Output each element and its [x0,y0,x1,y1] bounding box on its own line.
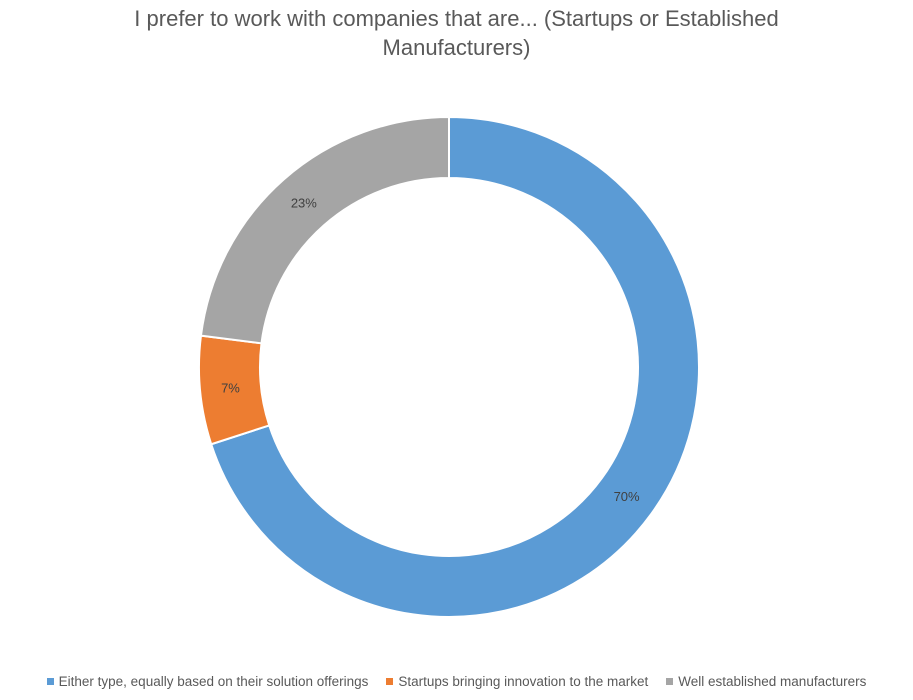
chart-title-line-1: I prefer to work with companies that are… [134,6,779,31]
chart-legend: Either type, equally based on their solu… [0,674,913,689]
legend-item-established: Well established manufacturers [666,674,866,689]
data-label-either-type: 70% [614,489,640,504]
legend-label-either-type: Either type, equally based on their solu… [58,674,369,689]
legend-swatch-established [666,678,674,685]
chart-title-line-2: Manufacturers) [382,35,531,60]
legend-label-established: Well established manufacturers [678,674,867,689]
chart-title: I prefer to work with companies that are… [0,4,913,62]
legend-swatch-either-type [46,678,54,685]
legend-item-either-type: Either type, equally based on their solu… [46,674,369,689]
data-label-established: 23% [291,195,317,210]
legend-label-startups: Startups bringing innovation to the mark… [398,674,649,689]
slice-established [199,115,450,345]
legend-item-startups: Startups bringing innovation to the mark… [386,674,648,689]
data-label-startups: 7% [221,381,240,396]
legend-swatch-startups [386,678,394,685]
slice-either-type [209,115,700,618]
